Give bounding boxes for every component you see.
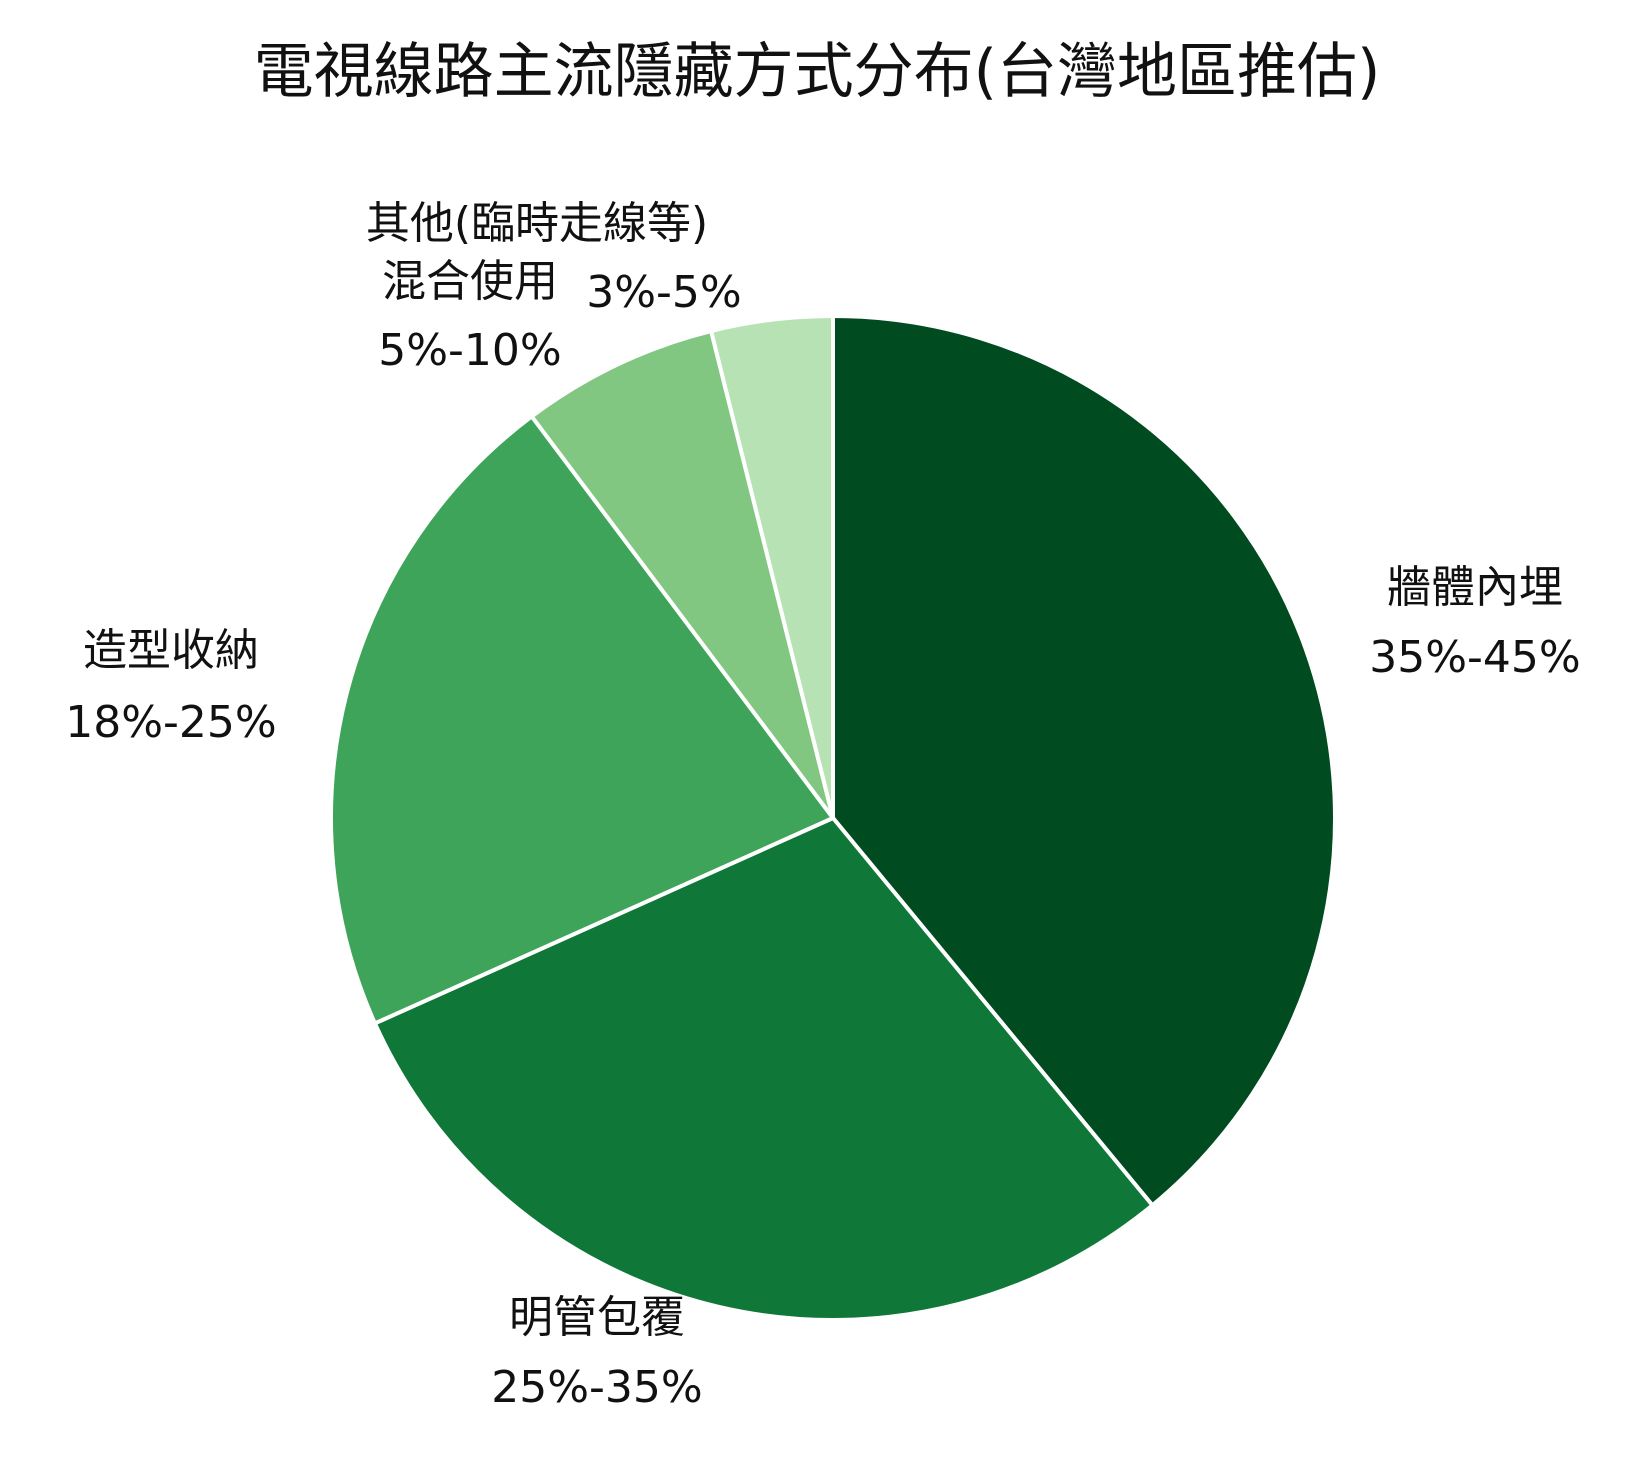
slice-label-3: 造型收納 <box>83 625 259 676</box>
pie-slice-1 <box>831 313 1337 1209</box>
pie-slices <box>329 313 1337 1322</box>
pie-slice-5 <box>708 313 835 819</box>
slice-labels: 牆體內埋 35%-45% 明管包覆 25%-35% 造型收納 18%-25% 混合使用 5%-… <box>65 198 1580 1413</box>
slice-label-4: 混合使用 <box>382 256 558 307</box>
slice-label-2: 明管包覆 <box>509 1292 685 1343</box>
slice-label-1: 牆體內埋 <box>1387 562 1563 613</box>
slice-range-5: 3%-5% <box>586 267 741 318</box>
pie-slice-3 <box>329 413 837 1026</box>
slice-label-5: 其他(臨時走線等) <box>366 198 708 249</box>
slice-range-1: 35%-45% <box>1369 632 1580 683</box>
slice-range-4: 5%-10% <box>378 325 561 376</box>
slice-range-3: 18%-25% <box>65 697 276 748</box>
chart-title: 電視線路主流隱藏方式分布(台灣地區推估) <box>254 37 1381 107</box>
pie-slice-2 <box>372 815 1156 1322</box>
slice-range-2: 25%-35% <box>491 1362 702 1413</box>
pie-slice-4 <box>528 328 835 820</box>
